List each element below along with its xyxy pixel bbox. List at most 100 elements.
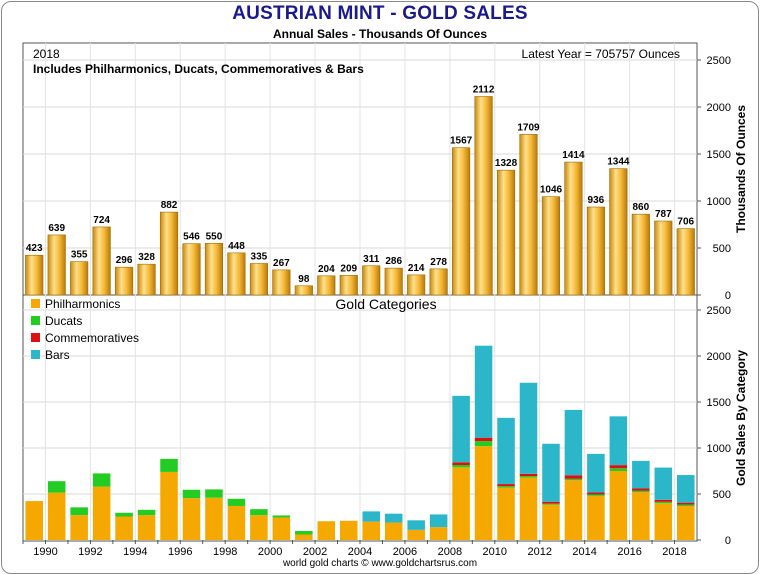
category-bar-philharmonics xyxy=(474,446,493,540)
category-bar-philharmonics xyxy=(182,498,201,540)
category-bar-bars xyxy=(587,453,605,493)
category-bar-ducats xyxy=(519,476,538,478)
annual-sales-bar xyxy=(272,269,291,296)
x-tick-label: 2016 xyxy=(617,546,641,558)
annual-sales-value-label: 423 xyxy=(26,243,43,254)
category-bar-philharmonics xyxy=(115,516,133,540)
annual-sales-value-label: 860 xyxy=(632,202,649,213)
category-bar-philharmonics xyxy=(564,480,583,540)
category-bar-ducats xyxy=(609,468,628,471)
x-tick-label: 2008 xyxy=(438,546,462,558)
annual-sales-bar xyxy=(137,263,156,296)
annual-sales-value-label: 546 xyxy=(183,232,200,243)
legend-swatch-bars xyxy=(31,350,40,359)
category-bar-bars xyxy=(564,409,583,476)
category-bar-ducats xyxy=(654,501,673,504)
category-bar-philharmonics xyxy=(429,527,448,540)
annual-sales-value-label: 335 xyxy=(251,252,268,263)
annual-sales-value-label: 1046 xyxy=(540,185,563,196)
category-bar-philharmonics xyxy=(384,522,403,540)
annual-sales-value-label: 98 xyxy=(298,274,310,285)
category-bar-philharmonics xyxy=(340,520,358,540)
annual-sales-bar xyxy=(384,267,403,296)
x-tick-label: 2018 xyxy=(662,546,686,558)
annual-sales-bar xyxy=(676,228,695,296)
annual-sales-bar xyxy=(70,261,89,296)
legend-label-bars: Bars xyxy=(45,348,70,362)
annual-sales-value-label: 706 xyxy=(677,217,694,228)
category-bar-bars xyxy=(362,511,380,522)
annual-sales-bar xyxy=(182,243,201,296)
category-bar-bars xyxy=(654,467,673,500)
legend-swatch-commemoratives xyxy=(31,333,40,342)
annual-sales-value-label: 882 xyxy=(161,200,178,211)
category-bar-ducats xyxy=(564,478,583,481)
annual-sales-bar xyxy=(204,243,224,296)
category-bar-ducats xyxy=(182,489,201,499)
annual-sales-value-label: 639 xyxy=(48,223,65,234)
category-bar-commemoratives xyxy=(564,475,583,479)
chart-title: AUSTRIAN MINT - GOLD SALES xyxy=(232,3,528,24)
x-tick-label: 1998 xyxy=(213,546,237,558)
x-tick-label: 2014 xyxy=(572,546,596,558)
category-bar-bars xyxy=(384,513,403,523)
top-y-axis-label: Thousands Of Ounces xyxy=(734,105,748,233)
annual-sales-value-label: 214 xyxy=(408,263,425,274)
category-bar-ducats xyxy=(227,498,246,506)
bottom-y-tick-label: 2500 xyxy=(707,305,731,317)
x-tick-label: 2010 xyxy=(483,546,507,558)
category-bar-ducats xyxy=(160,458,178,472)
annual-sales-value-label: 296 xyxy=(116,255,133,266)
bottom-y-tick-label: 1000 xyxy=(707,443,731,455)
bottom-y-axis-label: Gold Sales By Category xyxy=(734,350,748,486)
category-bar-ducats xyxy=(92,473,111,487)
bottom-y-tick-label: 1500 xyxy=(707,397,731,409)
x-tick-label: 1992 xyxy=(78,546,102,558)
annual-sales-value-label: 1328 xyxy=(495,158,518,169)
annual-sales-bar xyxy=(362,265,381,296)
x-tick-label: 2000 xyxy=(258,546,282,558)
top-y-tick-label: 500 xyxy=(713,243,731,255)
bottom-y-tick-label: 2000 xyxy=(707,351,731,363)
category-bar-ducats xyxy=(70,507,88,516)
latest-year-note: Latest Year = 705757 Ounces xyxy=(522,47,680,61)
category-bar-bars xyxy=(452,395,470,463)
category-bar-bars xyxy=(632,460,650,489)
annual-sales-bar xyxy=(654,220,673,296)
category-bar-philharmonics xyxy=(609,471,628,540)
top-y-tick-label: 2000 xyxy=(707,102,731,114)
legend-label-philharmonics: Philharmonics xyxy=(45,297,120,311)
annual-sales-value-label: 724 xyxy=(93,215,110,226)
category-bar-philharmonics xyxy=(317,521,336,540)
legend-swatch-ducats xyxy=(31,316,40,325)
category-bar-philharmonics xyxy=(160,471,178,540)
annual-sales-value-label: 355 xyxy=(71,250,88,261)
annual-sales-value-label: 448 xyxy=(228,241,245,252)
footer-credit: world gold charts © www.goldchartsrus.co… xyxy=(282,558,478,569)
annual-sales-bar xyxy=(429,268,448,296)
annual-sales-bar xyxy=(159,211,179,296)
category-bar-bars xyxy=(497,417,515,485)
annual-sales-value-label: 209 xyxy=(340,263,357,274)
annual-sales-bar xyxy=(496,169,516,296)
category-bar-philharmonics xyxy=(497,487,515,540)
bottom-y-tick-label: 500 xyxy=(713,489,731,501)
x-tick-label: 2006 xyxy=(393,546,417,558)
legend-label-ducats: Ducats xyxy=(45,314,82,328)
annual-sales-value-label: 1567 xyxy=(450,136,473,147)
category-bar-philharmonics xyxy=(677,505,695,540)
annual-sales-value-label: 1414 xyxy=(562,150,585,161)
legend-label-commemoratives: Commemoratives xyxy=(45,331,139,345)
category-bar-commemoratives xyxy=(452,462,470,466)
category-bar-philharmonics xyxy=(452,467,470,540)
annual-sales-bar xyxy=(631,213,650,296)
annual-sales-bar xyxy=(249,263,268,296)
category-bar-philharmonics xyxy=(542,504,560,540)
bottom-chart-title: Gold Categories xyxy=(335,296,436,312)
category-bar-commemoratives xyxy=(519,473,538,477)
x-tick-label: 2002 xyxy=(303,546,327,558)
annual-sales-bar xyxy=(227,252,246,296)
annual-sales-bar xyxy=(586,206,605,296)
category-bar-philharmonics xyxy=(272,517,291,540)
category-bar-philharmonics xyxy=(137,515,156,540)
